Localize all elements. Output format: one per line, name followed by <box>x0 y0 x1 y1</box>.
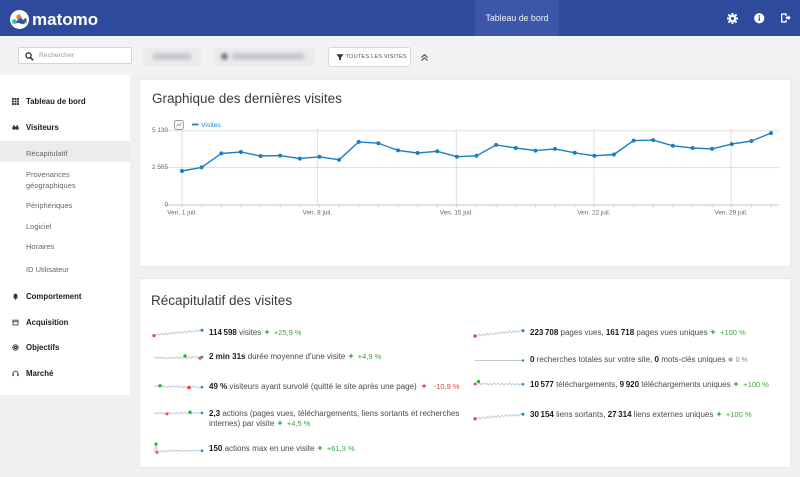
svg-text:Ven. 15 juil.: Ven. 15 juil. <box>440 210 473 217</box>
svg-text:Ven. 22 juil.: Ven. 22 juil. <box>577 210 610 217</box>
svg-text:Visites: Visites <box>201 122 221 129</box>
svg-text:0: 0 <box>164 202 168 209</box>
svg-text:2 565: 2 565 <box>152 164 168 171</box>
svg-text:5 130: 5 130 <box>152 127 168 134</box>
svg-text:Ven. 29 juil.: Ven. 29 juil. <box>714 210 747 217</box>
svg-text:Ven. 1 juil.: Ven. 1 juil. <box>167 210 197 217</box>
svg-text:Ven. 8 juil.: Ven. 8 juil. <box>303 210 333 217</box>
